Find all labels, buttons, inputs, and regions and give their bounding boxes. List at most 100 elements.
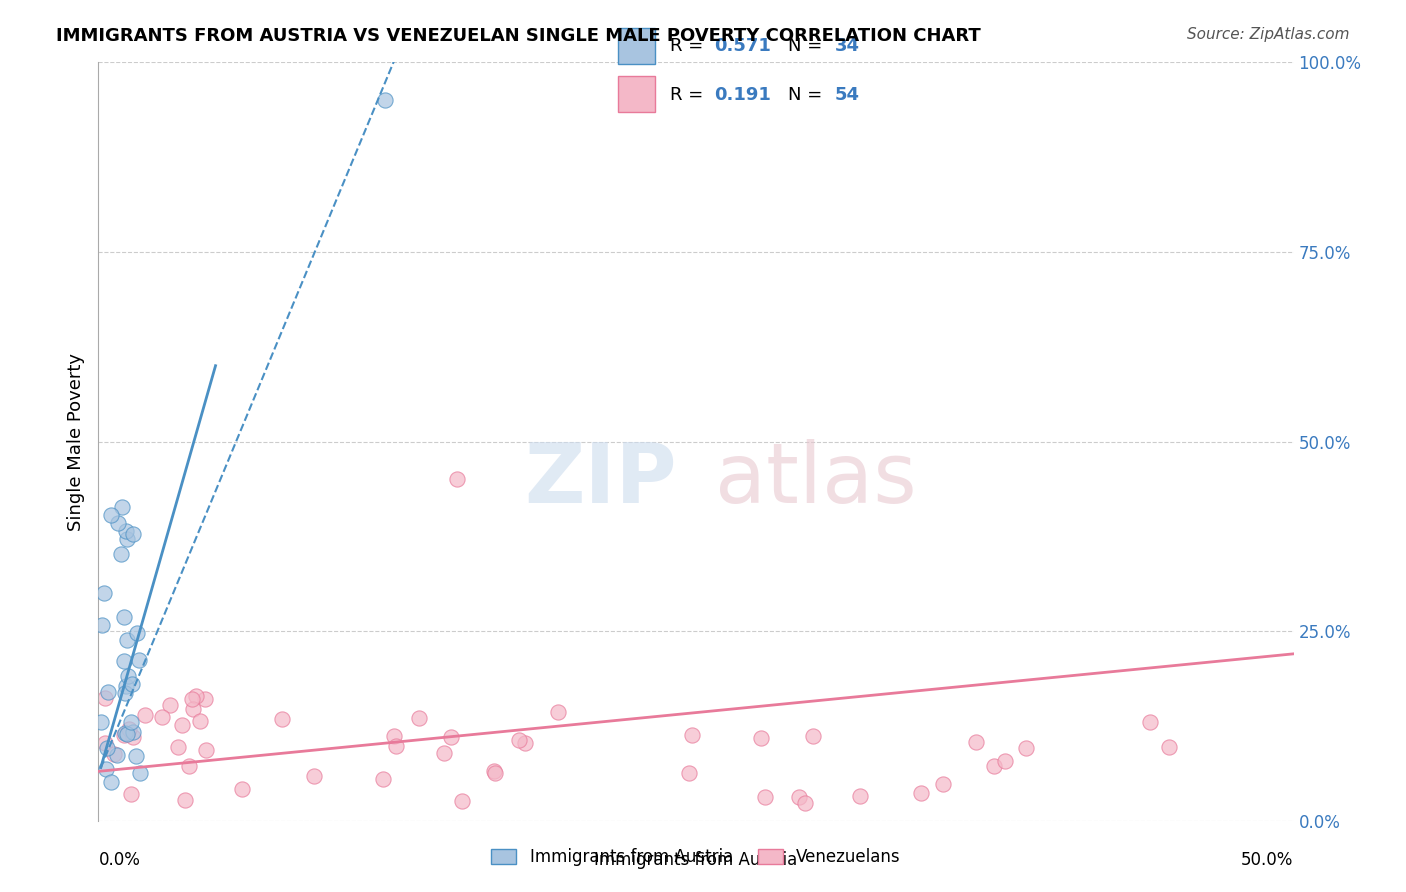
Text: IMMIGRANTS FROM AUSTRIA VS VENEZUELAN SINGLE MALE POVERTY CORRELATION CHART: IMMIGRANTS FROM AUSTRIA VS VENEZUELAN SI…: [56, 27, 981, 45]
Point: [848, 789, 870, 804]
Point: [127, 626, 149, 640]
Point: [121, 527, 143, 541]
Legend: Immigrants from Austria, Venezuelans: Immigrants from Austria, Venezuelans: [485, 842, 907, 873]
Point: [373, 772, 395, 786]
Point: [117, 727, 139, 741]
Text: Immigrants from Austria: Immigrants from Austria: [595, 851, 797, 869]
Point: [983, 759, 1005, 773]
Text: N =: N =: [787, 86, 828, 103]
Text: R =: R =: [671, 86, 710, 103]
Point: [174, 793, 197, 807]
Point: [112, 609, 135, 624]
Point: [125, 748, 148, 763]
Point: [433, 747, 456, 761]
Point: [547, 706, 569, 720]
Point: [793, 796, 815, 810]
Point: [374, 94, 396, 108]
Point: [194, 692, 217, 706]
Point: [103, 747, 125, 761]
Point: [117, 669, 139, 683]
Point: [194, 742, 217, 756]
Point: [186, 689, 208, 703]
Point: [1157, 739, 1180, 754]
Point: [180, 692, 202, 706]
Point: [515, 736, 537, 750]
Point: [97, 684, 120, 698]
Point: [170, 717, 193, 731]
Point: [385, 739, 408, 753]
Point: [681, 728, 703, 742]
Point: [120, 714, 142, 729]
Text: atlas: atlas: [714, 439, 917, 520]
Point: [90, 715, 112, 730]
Point: [482, 764, 505, 779]
Point: [271, 712, 294, 726]
Point: [115, 524, 138, 539]
Point: [440, 730, 463, 744]
Point: [446, 473, 468, 487]
Point: [110, 547, 132, 561]
Point: [100, 508, 122, 522]
FancyBboxPatch shape: [617, 29, 655, 64]
Point: [751, 731, 773, 745]
Point: [115, 532, 138, 546]
Text: 54: 54: [834, 86, 859, 103]
Point: [910, 786, 932, 800]
Point: [112, 728, 135, 742]
Text: ZIP: ZIP: [524, 439, 676, 520]
Text: 0.191: 0.191: [714, 86, 770, 103]
Point: [107, 748, 129, 763]
Point: [118, 723, 141, 737]
Point: [787, 789, 810, 804]
Point: [96, 762, 118, 776]
Point: [90, 617, 112, 632]
Point: [994, 755, 1017, 769]
Text: 0.571: 0.571: [714, 37, 770, 54]
Point: [120, 787, 142, 801]
Point: [159, 698, 181, 713]
Point: [965, 735, 987, 749]
Point: [801, 729, 824, 743]
Point: [114, 725, 136, 739]
FancyBboxPatch shape: [617, 77, 655, 112]
Point: [129, 765, 152, 780]
Text: Source: ZipAtlas.com: Source: ZipAtlas.com: [1187, 27, 1350, 42]
Point: [167, 740, 190, 755]
Point: [384, 729, 406, 743]
Point: [122, 725, 145, 739]
Point: [408, 711, 430, 725]
Point: [181, 702, 204, 716]
Point: [134, 707, 156, 722]
Point: [121, 730, 143, 744]
Text: R =: R =: [671, 37, 710, 54]
Point: [450, 794, 472, 808]
Point: [100, 775, 122, 789]
Point: [115, 679, 138, 693]
Point: [508, 733, 530, 747]
Point: [754, 790, 776, 805]
Point: [96, 741, 118, 756]
Point: [484, 765, 506, 780]
Text: N =: N =: [787, 37, 828, 54]
Point: [107, 516, 129, 530]
Point: [304, 769, 326, 783]
Point: [931, 777, 953, 791]
Point: [115, 633, 138, 648]
Point: [128, 653, 150, 667]
Point: [1015, 741, 1038, 756]
Point: [111, 500, 134, 515]
Point: [150, 710, 173, 724]
Point: [121, 677, 143, 691]
Point: [94, 736, 117, 750]
Point: [190, 714, 212, 728]
Point: [177, 758, 200, 772]
Point: [94, 691, 117, 706]
Y-axis label: Single Male Poverty: Single Male Poverty: [66, 352, 84, 531]
Point: [114, 686, 136, 700]
Point: [1139, 715, 1161, 730]
Text: 50.0%: 50.0%: [1241, 851, 1294, 869]
Point: [93, 586, 115, 600]
Point: [231, 782, 253, 797]
Point: [112, 654, 135, 668]
Text: 34: 34: [834, 37, 859, 54]
